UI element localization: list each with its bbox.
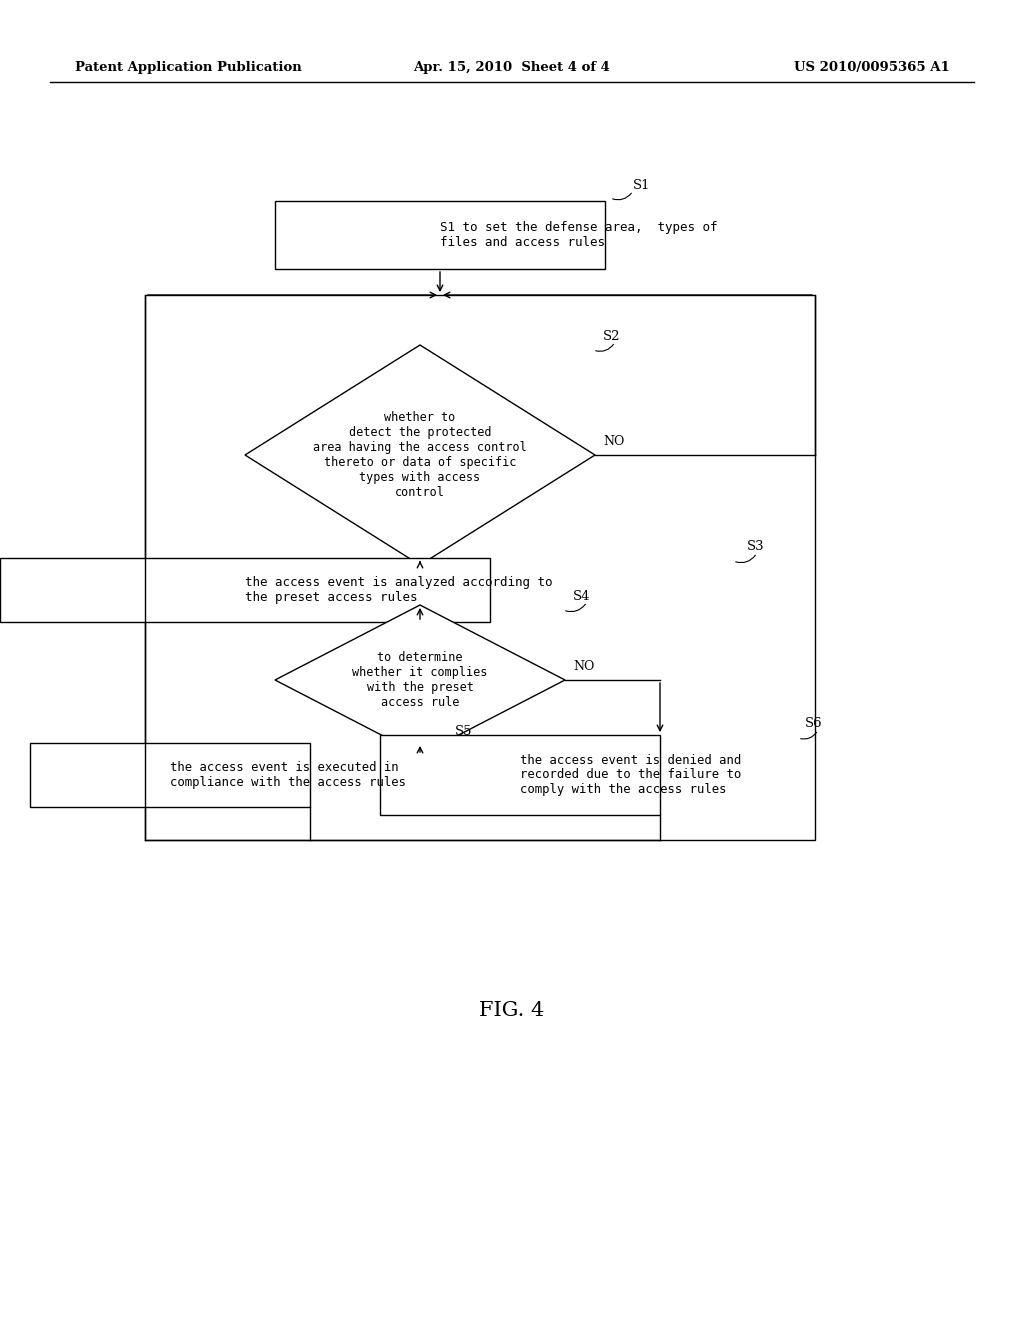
Text: the access event is denied and
recorded due to the failure to
comply with the ac: the access event is denied and recorded … (520, 754, 741, 796)
Polygon shape (275, 605, 565, 755)
Text: NO: NO (603, 436, 625, 447)
Polygon shape (245, 345, 595, 565)
Text: whether to
detect the protected
area having the access control
thereto or data o: whether to detect the protected area hav… (313, 411, 527, 499)
Bar (145, 294, 815, 840)
Bar (380, 735, 660, 814)
Text: FIG. 4: FIG. 4 (479, 1001, 545, 1019)
Text: S5: S5 (455, 725, 472, 738)
Bar (275, 201, 605, 269)
Text: the access event is executed in
compliance with the access rules: the access event is executed in complian… (170, 762, 406, 789)
Text: Apr. 15, 2010  Sheet 4 of 4: Apr. 15, 2010 Sheet 4 of 4 (414, 62, 610, 74)
Text: S3: S3 (746, 540, 765, 553)
Text: S1: S1 (633, 180, 650, 191)
Bar (30, 743, 310, 807)
Text: S4: S4 (573, 590, 591, 603)
Text: Yes: Yes (425, 752, 445, 766)
Text: US 2010/0095365 A1: US 2010/0095365 A1 (795, 62, 950, 74)
Text: NO: NO (573, 660, 594, 673)
Text: to determine
whether it complies
with the preset
access rule: to determine whether it complies with th… (352, 651, 487, 709)
Text: Yes: Yes (425, 564, 445, 576)
Text: the access event is analyzed according to
the preset access rules: the access event is analyzed according t… (245, 576, 553, 605)
Text: S2: S2 (603, 330, 621, 343)
Text: Patent Application Publication: Patent Application Publication (75, 62, 302, 74)
Text: S6: S6 (805, 717, 822, 730)
Text: S1 to set the defense area,  types of
files and access rules: S1 to set the defense area, types of fil… (440, 220, 718, 249)
Bar (0, 558, 490, 622)
